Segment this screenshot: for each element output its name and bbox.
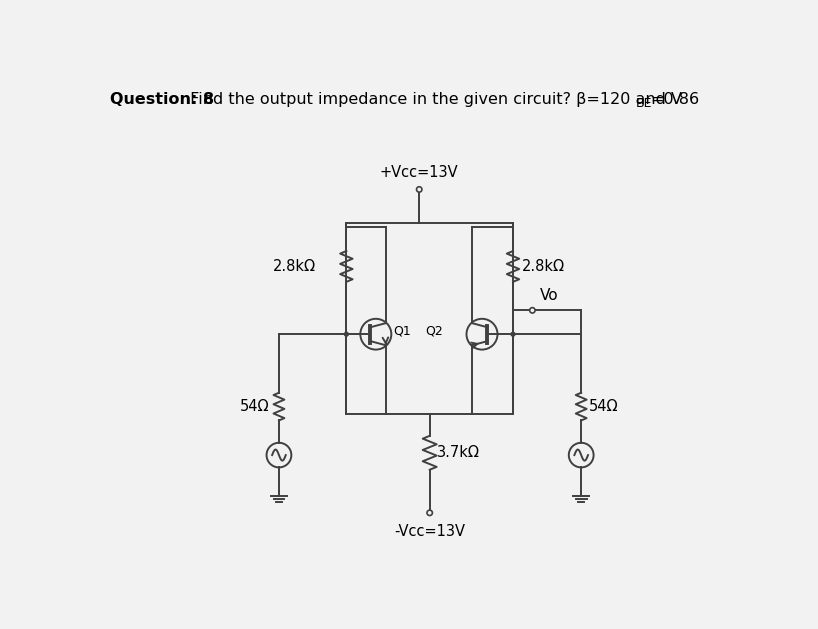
Text: =0.86: =0.86	[650, 92, 699, 107]
Circle shape	[360, 319, 391, 350]
Text: Vo: Vo	[540, 287, 559, 303]
Circle shape	[427, 510, 433, 516]
Text: 54Ω: 54Ω	[240, 399, 270, 414]
Text: +Vcc=13V: +Vcc=13V	[380, 165, 459, 180]
Text: 2.8kΩ: 2.8kΩ	[272, 259, 316, 274]
Text: 2.8kΩ: 2.8kΩ	[523, 259, 565, 274]
Circle shape	[530, 308, 535, 313]
Text: BE: BE	[636, 97, 652, 110]
Bar	[346, 223, 513, 415]
Text: Q2: Q2	[425, 325, 443, 338]
Circle shape	[344, 332, 348, 336]
Text: -Vcc=13V: -Vcc=13V	[394, 523, 465, 538]
Circle shape	[267, 443, 291, 467]
Text: Question: 8: Question: 8	[110, 92, 214, 107]
Circle shape	[416, 187, 422, 192]
Text: 3.7kΩ: 3.7kΩ	[438, 445, 480, 460]
Circle shape	[466, 319, 497, 350]
Circle shape	[511, 332, 515, 336]
Text: Q1: Q1	[393, 325, 411, 338]
Circle shape	[569, 443, 594, 467]
Text: 54Ω: 54Ω	[589, 399, 618, 414]
Text: Find the output impedance in the given circuit? β=120 and V: Find the output impedance in the given c…	[185, 92, 682, 107]
